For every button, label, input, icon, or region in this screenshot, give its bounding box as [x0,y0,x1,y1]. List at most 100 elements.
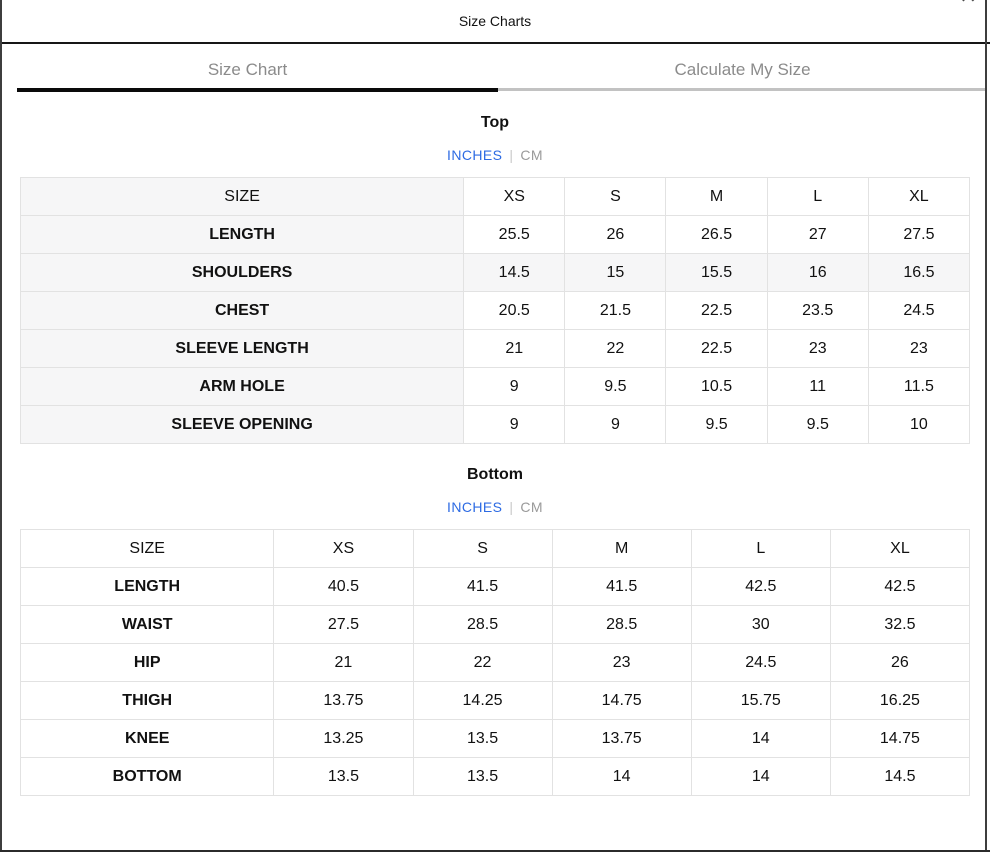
measurement-value: 32.5 [829,605,971,644]
bottom-section-title: Bottom [467,466,523,483]
measurement-value: 42.5 [829,567,971,606]
measurement-value: 13.5 [273,757,414,796]
measurement-value: 23 [867,329,971,368]
measurement-value: 20.5 [463,291,566,330]
measurement-value: 27.5 [273,605,414,644]
measurement-value: 9 [463,405,566,444]
measurement-value: 11 [766,367,869,406]
measurement-value: 9 [463,367,566,406]
size-column-header: M [665,177,768,216]
tab-bar: Size Chart Calculate My Size [0,44,990,92]
measurement-value: 14.75 [551,681,692,720]
measurement-value: 25.5 [463,215,566,254]
measurement-row: WAIST 27.5 28.5 28.5 30 32.5 [19,605,971,644]
size-column-header: XL [867,177,971,216]
measurement-row: LENGTH 40.5 41.5 41.5 42.5 42.5 [19,567,971,606]
measurement-value: 21.5 [564,291,667,330]
size-column-header: L [690,529,831,568]
measurement-value: 21 [273,643,414,682]
measurement-value: 14.5 [463,253,566,292]
measurement-value: 14.5 [829,757,971,796]
row-label: THIGH [19,681,275,720]
measurement-row: ARM HOLE 9 9.5 10.5 11 11.5 [19,367,971,406]
measurement-value: 14 [690,757,831,796]
tab-underline [17,88,985,92]
measurement-value: 22.5 [665,291,768,330]
measurement-value: 10 [867,405,971,444]
measurement-value: 16.25 [829,681,971,720]
size-column-header: XS [273,529,414,568]
modal-border-right [985,0,987,852]
measurement-row: CHEST 20.5 21.5 22.5 23.5 24.5 [19,291,971,330]
measurement-value: 22.5 [665,329,768,368]
measurement-value: 13.75 [273,681,414,720]
size-column-header: S [564,177,667,216]
measurement-value: 26 [564,215,667,254]
bottom-size-table: SIZE XS S M L XL LENGTH 40.5 41.5 41.5 42.5 42.5 WAI… [19,529,971,796]
measurement-value: 41.5 [551,567,692,606]
size-column-header: L [766,177,869,216]
row-label: CHEST [19,291,465,330]
size-column-header: XS [463,177,566,216]
size-column-header: S [412,529,553,568]
measurement-value: 9.5 [564,367,667,406]
measurement-value: 26 [829,643,971,682]
measurement-row: SHOULDERS 14.5 15 15.5 16 16.5 [19,253,971,292]
measurement-row: LENGTH 25.5 26 26.5 27 27.5 [19,215,971,254]
measurement-value: 14.25 [412,681,553,720]
close-icon[interactable]: ✕ [959,0,977,7]
measurement-value: 16 [766,253,869,292]
unit-separator: | [509,499,514,515]
tab-calculate-my-size[interactable]: Calculate My Size [495,60,990,88]
measurement-value: 9.5 [766,405,869,444]
table-header-row: SIZE XS S M L XL [19,529,971,568]
measurement-value: 23 [766,329,869,368]
measurement-value: 30 [690,605,831,644]
measurement-value: 24.5 [690,643,831,682]
measurement-value: 42.5 [690,567,831,606]
measurement-value: 28.5 [412,605,553,644]
modal-border-left [0,0,2,852]
measurement-value: 41.5 [412,567,553,606]
measurement-row: HIP 21 22 23 24.5 26 [19,643,971,682]
modal-title: Size Charts [458,13,532,29]
cm-link[interactable]: CM [520,147,543,163]
row-label: SLEEVE LENGTH [19,329,465,368]
measurement-row: SLEEVE OPENING 9 9 9.5 9.5 10 [19,405,971,444]
modal-border-bottom [0,850,990,852]
measurement-value: 11.5 [867,367,971,406]
measurement-value: 15 [564,253,667,292]
row-label: BOTTOM [19,757,275,796]
measurement-value: 21 [463,329,566,368]
row-label: LENGTH [19,215,465,254]
measurement-value: 10.5 [665,367,768,406]
inches-link[interactable]: INCHES [447,499,503,515]
measurement-value: 27 [766,215,869,254]
inches-link[interactable]: INCHES [447,147,503,163]
top-section-title: Top [480,114,510,131]
row-label: KNEE [19,719,275,758]
measurement-value: 14 [690,719,831,758]
modal-header: Size Charts ✕ [0,0,990,44]
bottom-unit-toggle: INCHES | CM [20,499,970,515]
measurement-value: 13.75 [551,719,692,758]
measurement-row: THIGH 13.75 14.25 14.75 15.75 16.25 [19,681,971,720]
cm-link[interactable]: CM [520,499,543,515]
measurement-row: KNEE 13.25 13.5 13.75 14 14.75 [19,719,971,758]
measurement-value: 15.75 [690,681,831,720]
row-label: SLEEVE OPENING [19,405,465,444]
measurement-value: 23 [551,643,692,682]
measurement-value: 13.5 [412,757,553,796]
tab-size-chart[interactable]: Size Chart [0,60,495,88]
measurement-value: 28.5 [551,605,692,644]
row-label: WAIST [19,605,275,644]
measurement-value: 13.25 [273,719,414,758]
unit-separator: | [509,147,514,163]
measurement-value: 23.5 [766,291,869,330]
inactive-tab-track [498,88,985,91]
size-column-header: M [551,529,692,568]
size-chart-panel: Top INCHES | CM SIZE XS S M L XL LENGTH 25.5 26 26.… [0,114,990,796]
size-column-header: XL [829,529,971,568]
measurement-value: 15.5 [665,253,768,292]
